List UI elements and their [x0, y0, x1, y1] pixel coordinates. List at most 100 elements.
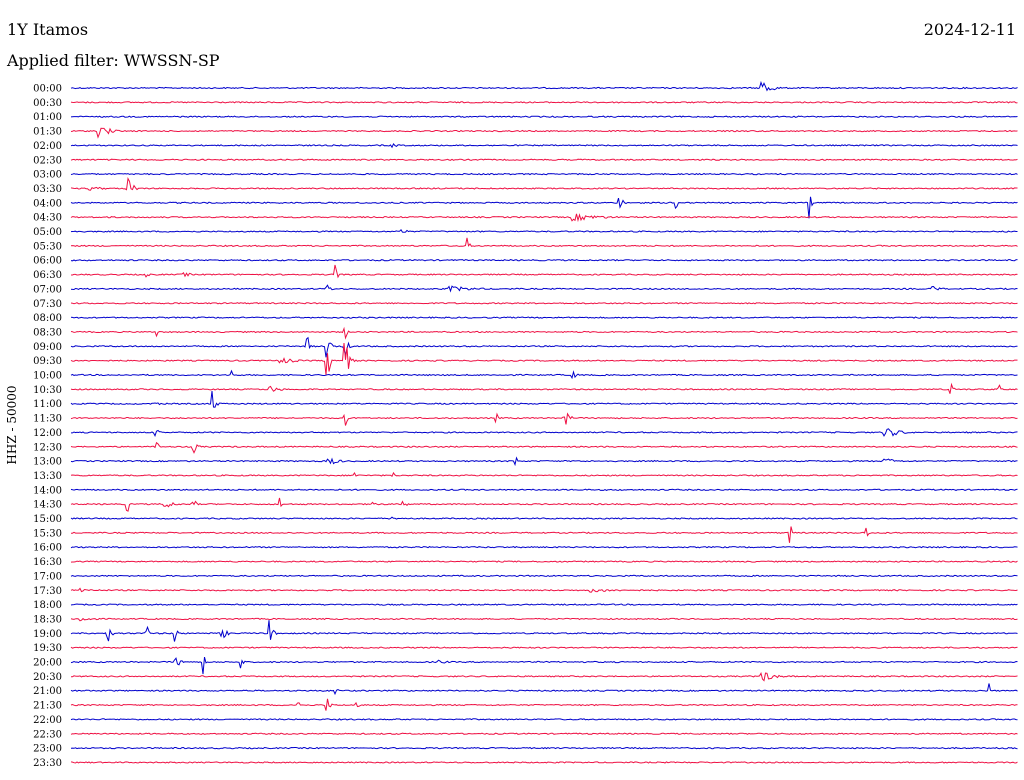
trace-2200 [70, 718, 1018, 721]
trace-1730 [70, 587, 1018, 593]
time-label: 04:00 [33, 198, 62, 209]
trace-1930 [70, 646, 1018, 649]
trace-1230 [70, 441, 1018, 454]
trace-0300 [70, 172, 1018, 176]
trace-1600 [70, 545, 1018, 549]
trace-0900 [70, 336, 1018, 358]
trace-1530 [71, 526, 1018, 543]
time-label: 19:00 [33, 629, 62, 640]
trace-2130 [70, 698, 1018, 711]
trace-0000 [70, 80, 1018, 92]
trace-0130 [70, 127, 1018, 139]
time-label: 11:30 [33, 414, 62, 425]
time-label: 18:30 [33, 614, 62, 625]
trace-1830 [70, 617, 1018, 622]
time-label: 19:30 [33, 643, 62, 654]
time-label: 01:00 [33, 112, 62, 123]
trace-1000 [70, 369, 1018, 380]
time-label: 03:30 [33, 184, 62, 195]
trace-0730 [70, 302, 1018, 305]
time-label: 03:00 [33, 170, 62, 181]
time-label: 09:30 [33, 356, 62, 367]
time-label: 15:00 [33, 514, 62, 525]
trace-2030 [71, 671, 1018, 682]
trace-2300 [70, 746, 1018, 750]
trace-1800 [70, 603, 1018, 606]
trace-1030 [70, 382, 1018, 394]
time-label: 11:00 [33, 399, 62, 410]
time-label: 13:00 [33, 457, 62, 468]
time-label: 20:30 [33, 672, 62, 683]
trace-0400 [70, 196, 1018, 219]
time-label: 18:00 [33, 600, 62, 611]
time-label: 05:30 [33, 241, 62, 252]
time-label: 07:30 [33, 299, 62, 310]
time-label: 22:30 [33, 729, 62, 740]
trace-0630 [71, 264, 1018, 279]
time-label: 02:00 [33, 141, 62, 152]
time-label: 02:30 [33, 155, 62, 166]
trace-0430 [70, 213, 1018, 223]
time-label: 13:30 [33, 471, 62, 482]
time-label: 00:00 [33, 84, 62, 95]
plot-date: 2024-12-11 [923, 20, 1016, 39]
time-label: 16:30 [33, 557, 62, 568]
time-label: 09:00 [33, 342, 62, 353]
time-label: 23:30 [33, 758, 62, 769]
time-label: 00:30 [33, 98, 62, 109]
trace-1300 [70, 456, 1018, 467]
trace-0200 [70, 142, 1018, 149]
filter-label: Applied filter: WWSSN-SP [7, 51, 220, 70]
trace-1500 [70, 516, 1018, 520]
trace-2000 [70, 656, 1018, 675]
time-label: 14:00 [33, 485, 62, 496]
trace-1130 [70, 412, 1018, 426]
time-label: 08:30 [33, 327, 62, 338]
trace-0930 [70, 342, 1018, 376]
trace-1630 [70, 560, 1018, 563]
time-label: 16:00 [33, 543, 62, 554]
trace-0030 [70, 101, 1018, 104]
time-label: 20:00 [33, 658, 62, 669]
trace-0600 [70, 258, 1018, 262]
time-label: 10:00 [33, 371, 62, 382]
time-label: 12:00 [33, 428, 62, 439]
time-label: 22:00 [33, 715, 62, 726]
trace-1200 [71, 428, 1018, 437]
time-label: 21:00 [33, 686, 62, 697]
time-label: 06:00 [33, 256, 62, 267]
time-label: 15:30 [33, 528, 62, 539]
time-label: 12:30 [33, 442, 62, 453]
trace-1700 [70, 574, 1018, 578]
trace-1400 [70, 488, 1018, 492]
time-label: 10:30 [33, 385, 62, 396]
time-label: 08:00 [33, 313, 62, 324]
trace-1430 [70, 497, 1018, 512]
time-label: 21:30 [33, 701, 62, 712]
trace-1900 [70, 620, 1018, 642]
time-label: 06:30 [33, 270, 62, 281]
trace-0700 [70, 284, 1018, 293]
station-name: 1Y Itamos [7, 20, 89, 39]
trace-0530 [70, 237, 1018, 247]
trace-1100 [70, 391, 1018, 408]
trace-0500 [70, 229, 1018, 233]
trace-2100 [70, 683, 1018, 696]
time-label: 14:30 [33, 500, 62, 511]
time-label: 23:00 [33, 744, 62, 755]
trace-2330 [70, 761, 1018, 764]
trace-2230 [70, 732, 1018, 735]
trace-0800 [70, 316, 1018, 319]
time-label: 07:00 [33, 284, 62, 295]
trace-0830 [70, 326, 1018, 340]
time-label: 17:30 [33, 586, 62, 597]
time-label: 01:30 [33, 127, 62, 138]
time-label: 04:30 [33, 213, 62, 224]
trace-0100 [70, 115, 1018, 118]
trace-0230 [70, 158, 1018, 161]
trace-1330 [70, 471, 1018, 477]
trace-0330 [70, 177, 1018, 191]
time-label: 05:00 [33, 227, 62, 238]
time-label: 17:00 [33, 571, 62, 582]
